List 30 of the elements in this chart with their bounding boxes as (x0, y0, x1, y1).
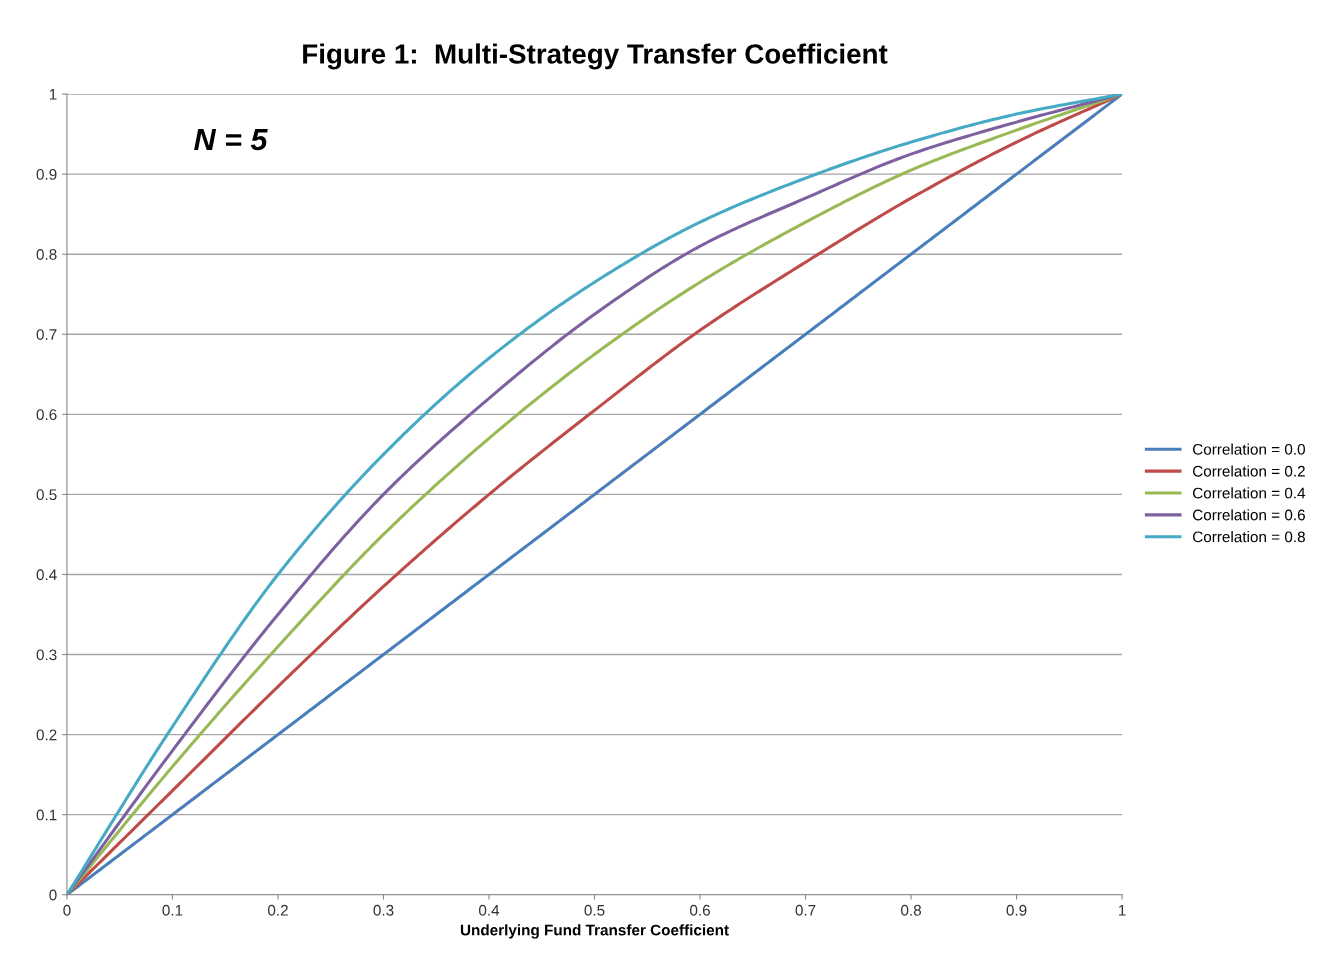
y-tick-label: 0.8 (36, 249, 57, 260)
legend-label: Correlation = 0.4 (1192, 487, 1306, 499)
y-tick-label: 0.7 (36, 329, 57, 340)
y-tick-label: 0.1 (36, 809, 57, 821)
x-tick-label: 1 (1119, 905, 1126, 916)
y-tick-label: 0.2 (36, 729, 57, 741)
x-tick-label: 0.7 (795, 904, 816, 916)
legend-label: Correlation = 0.6 (1192, 509, 1305, 521)
x-tick-label: 0.8 (901, 904, 922, 916)
y-tick-label: 0.9 (36, 169, 57, 180)
x-tick-label: 0.9 (1006, 904, 1027, 916)
x-tick-label: 0.3 (373, 904, 394, 916)
legend-label: Correlation = 0.8 (1192, 531, 1305, 543)
x-axis-title: Underlying Fund Transfer Coefficient (460, 924, 729, 939)
y-tick-label: 0.5 (36, 489, 57, 501)
x-tick-label: 0.6 (690, 904, 710, 916)
x-tick-label: 0 (63, 904, 71, 916)
y-tick-label: 0.4 (36, 569, 57, 581)
annotation: N = 5 (194, 129, 268, 151)
chart-title: Figure 1: Multi-Strategy Transfer Coefficient (303, 43, 888, 70)
y-tick-label: 1 (49, 89, 57, 100)
y-tick-label: 0.3 (36, 649, 57, 661)
legend-label: Correlation = 0.0 (1192, 443, 1305, 455)
x-tick-label: 0.2 (267, 904, 288, 916)
x-tick-label: 0.5 (584, 904, 605, 916)
x-tick-label: 0.1 (162, 904, 183, 916)
y-tick-label: 0 (49, 889, 57, 901)
x-tick-label: 0.4 (478, 904, 500, 916)
y-tick-label: 0.6 (36, 409, 57, 421)
legend-label: Correlation = 0.2 (1192, 465, 1305, 477)
